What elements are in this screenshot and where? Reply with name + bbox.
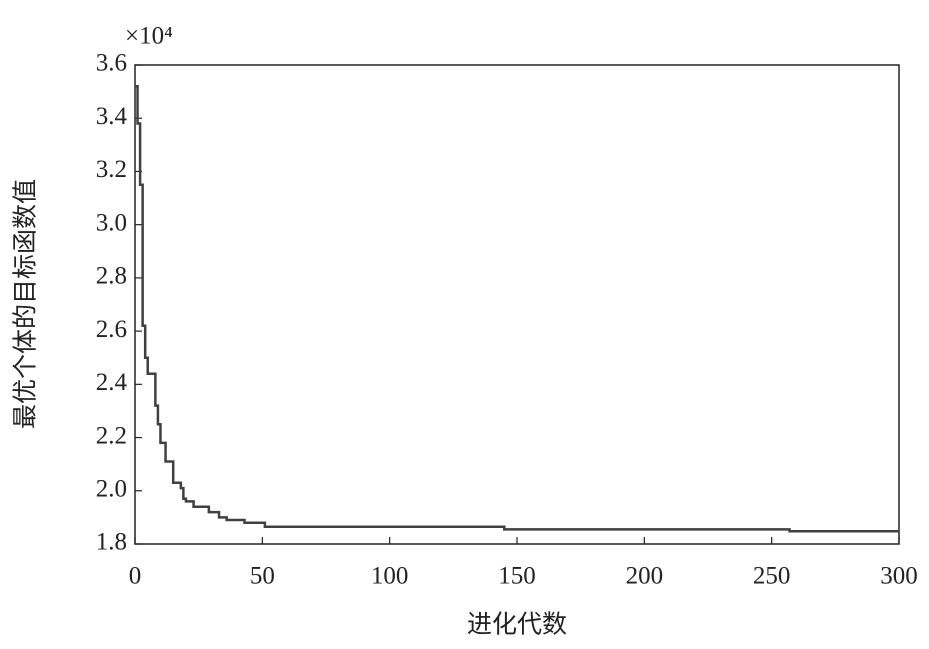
y-tick-label: 2.4 — [96, 369, 128, 396]
x-tick-label: 150 — [498, 563, 536, 590]
x-tick-label: 100 — [371, 563, 409, 590]
y-tick-label: 1.8 — [96, 529, 127, 556]
x-tick-label: 200 — [626, 563, 664, 590]
y-tick-label: 2.6 — [96, 316, 127, 343]
y-axis-label: 最优个体的目标函数值 — [12, 179, 40, 429]
y-tick-label: 2.0 — [96, 476, 127, 503]
line-series — [135, 85, 899, 533]
x-tick-label: 250 — [753, 563, 791, 590]
y-multiplier: ×10⁴ — [125, 23, 173, 50]
plot-frame — [134, 64, 900, 545]
x-tick-label: 50 — [250, 563, 275, 590]
x-tick-label: 0 — [129, 563, 142, 590]
y-tick-label: 2.8 — [96, 263, 127, 290]
x-tick-label: 300 — [880, 563, 918, 590]
y-tick-label: 3.0 — [96, 209, 127, 236]
y-tick-label: 3.4 — [96, 103, 128, 130]
y-tick-label: 2.2 — [96, 422, 127, 449]
y-tick-label: 3.2 — [96, 156, 127, 183]
y-tick-label: 3.6 — [96, 50, 127, 77]
x-axis-label: 进化代数 — [467, 611, 567, 639]
